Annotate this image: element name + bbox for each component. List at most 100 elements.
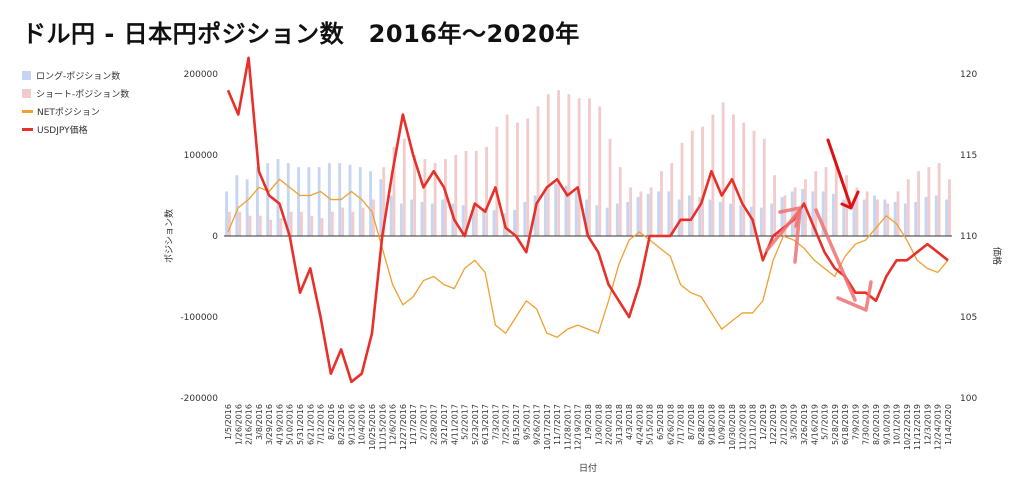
x-tick-label: 2/12/2019 bbox=[779, 404, 788, 445]
short-position-bar bbox=[557, 90, 561, 236]
y-tick-label: -100000 bbox=[180, 313, 218, 323]
long-position-bar bbox=[451, 203, 455, 236]
long-position-bar bbox=[821, 191, 825, 236]
long-position-bar bbox=[831, 193, 835, 236]
x-tick-label: 10/9/2018 bbox=[718, 404, 727, 445]
short-position-bar bbox=[577, 98, 581, 236]
short-position-bar bbox=[392, 146, 396, 236]
x-tick-label: 8/2/2016 bbox=[327, 404, 336, 440]
long-position-bar bbox=[327, 163, 331, 236]
legend-swatch-long bbox=[22, 70, 31, 80]
x-tick-label: 3/21/2017 bbox=[440, 404, 449, 445]
x-tick-label: 6/26/2018 bbox=[666, 404, 675, 445]
short-position-bar bbox=[289, 211, 293, 236]
long-position-bar bbox=[369, 171, 372, 236]
long-position-bar bbox=[286, 163, 290, 236]
short-position-bar bbox=[783, 195, 787, 236]
short-position-bar bbox=[762, 138, 766, 236]
long-position-bar bbox=[554, 183, 558, 236]
long-position-bar bbox=[862, 199, 866, 236]
legend-label-usdjpy: USDJPY価格 bbox=[37, 125, 88, 136]
long-position-bar bbox=[790, 191, 794, 236]
short-position-bar bbox=[382, 167, 386, 236]
long-position-bar bbox=[492, 210, 496, 236]
short-position-bar bbox=[279, 218, 283, 236]
short-position-bar bbox=[361, 207, 365, 236]
short-position-bar bbox=[485, 146, 489, 236]
x-tick-label: 6/18/2019 bbox=[841, 404, 850, 445]
x-tick-label: 8/28/2018 bbox=[697, 404, 706, 445]
long-position-bar bbox=[317, 167, 321, 236]
x-tick-label: 10/4/2016 bbox=[358, 404, 367, 445]
short-position-bar bbox=[906, 179, 910, 236]
x-tick-label: 7/9/2019 bbox=[851, 404, 860, 440]
usdjpy-price-line bbox=[226, 56, 949, 384]
long-position-bar bbox=[893, 201, 897, 236]
x-tick-label: 6/13/2017 bbox=[481, 404, 490, 445]
x-tick-label: 1/14/2020 bbox=[944, 404, 953, 445]
x-tick-label: 10/30/2018 bbox=[728, 404, 737, 450]
x-tick-label: 10/1/2019 bbox=[893, 404, 902, 445]
long-position-bar bbox=[225, 191, 228, 236]
short-position-bar bbox=[258, 215, 262, 236]
short-position-bar bbox=[690, 130, 694, 236]
short-position-bar bbox=[608, 138, 612, 236]
short-position-bar bbox=[649, 187, 653, 236]
long-position-bar bbox=[564, 185, 568, 236]
short-position-bar bbox=[629, 187, 633, 236]
long-position-bar bbox=[667, 191, 671, 236]
y2-tick-label: 120 bbox=[960, 70, 977, 80]
zigzag-arrow-down-head bbox=[836, 280, 873, 312]
x-tick-label: 6/21/2016 bbox=[306, 404, 315, 445]
short-position-bar bbox=[516, 122, 519, 236]
long-position-bar bbox=[574, 191, 578, 236]
y-tick-label: 0 bbox=[212, 232, 218, 242]
short-position-bar bbox=[896, 191, 900, 236]
long-position-bar bbox=[358, 167, 362, 236]
x-tick-label: 10/22/2019 bbox=[903, 404, 912, 450]
x-tick-label: 9/10/2019 bbox=[882, 404, 891, 445]
x-tick-label: 5/15/2018 bbox=[646, 404, 655, 445]
short-position-bar bbox=[660, 171, 663, 236]
long-position-bar bbox=[729, 203, 732, 236]
short-position-bar bbox=[588, 98, 591, 236]
long-position-bar bbox=[759, 207, 763, 236]
x-tick-label: 12/24/2019 bbox=[934, 404, 943, 450]
short-position-bar bbox=[464, 150, 468, 236]
x-tick-label: 10/25/2016 bbox=[368, 404, 377, 450]
down-arrow-shaft bbox=[826, 138, 853, 209]
legend-label-short: ショート-ポジション数 bbox=[36, 89, 130, 100]
long-position-bar bbox=[420, 201, 424, 236]
x-tick-label: 12/19/2017 bbox=[574, 404, 583, 450]
x-tick-label: 3/26/2019 bbox=[800, 404, 809, 445]
long-position-bar bbox=[945, 199, 948, 236]
long-position-bar bbox=[801, 189, 804, 236]
x-tick-label: 1/30/2018 bbox=[594, 404, 603, 445]
long-position-bar bbox=[461, 205, 465, 236]
x-tick-label: 11/15/2016 bbox=[378, 404, 387, 450]
short-position-bar bbox=[886, 203, 890, 236]
long-position-bar bbox=[471, 205, 475, 236]
y2-tick-label: 105 bbox=[960, 313, 977, 323]
long-position-bar bbox=[543, 189, 547, 236]
long-position-bar bbox=[780, 197, 784, 236]
long-position-bar bbox=[615, 203, 619, 236]
long-position-bar bbox=[245, 179, 249, 236]
x-tick-label: 8/7/2018 bbox=[687, 404, 696, 440]
short-position-bar bbox=[618, 167, 622, 236]
long-position-bar bbox=[749, 206, 753, 236]
short-position-bar bbox=[423, 159, 427, 236]
x-axis-title: 日付 bbox=[579, 463, 597, 474]
legend-swatch-usdjpy bbox=[22, 127, 33, 131]
x-tick-label: 6/5/2018 bbox=[656, 404, 665, 440]
short-position-bar bbox=[855, 187, 859, 236]
long-position-bar bbox=[307, 167, 311, 236]
x-tick-label: 5/28/2019 bbox=[831, 404, 840, 445]
long-position-bar bbox=[255, 167, 259, 236]
x-tick-label: 2/28/2017 bbox=[430, 404, 439, 445]
x-tick-label: 9/26/2017 bbox=[533, 404, 542, 445]
x-tick-label: 3/5/2019 bbox=[790, 404, 799, 440]
x-tick-label: 5/31/2016 bbox=[296, 404, 305, 445]
long-position-bar bbox=[626, 201, 630, 236]
x-tick-label: 7/17/2018 bbox=[677, 404, 686, 445]
